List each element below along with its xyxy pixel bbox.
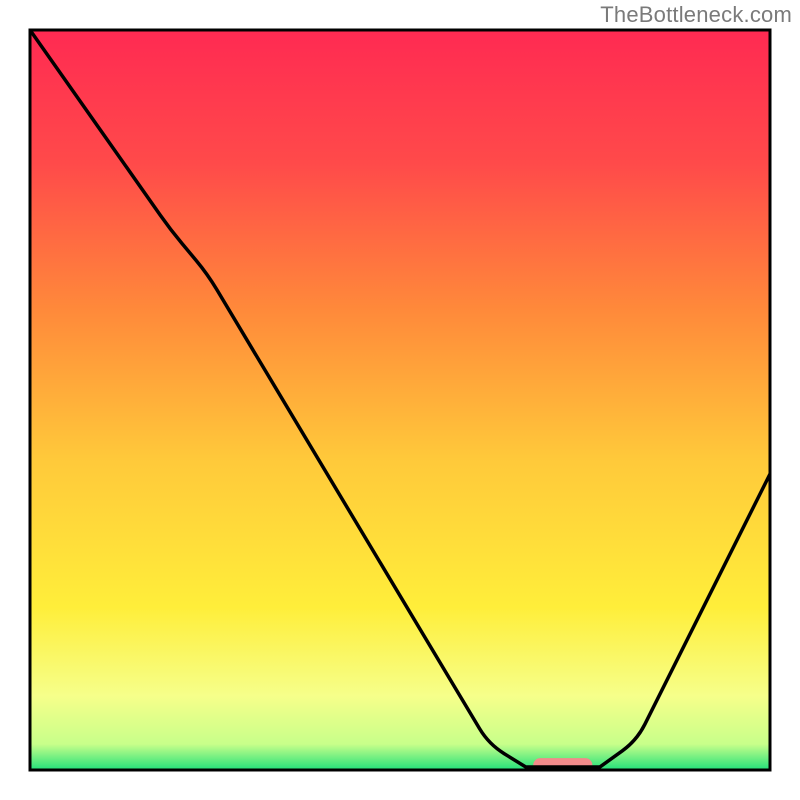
plot-area xyxy=(30,30,770,773)
gradient-background xyxy=(30,30,770,770)
watermark-label: TheBottleneck.com xyxy=(600,2,792,28)
bottleneck-curve-chart xyxy=(0,0,800,800)
chart-container: TheBottleneck.com xyxy=(0,0,800,800)
